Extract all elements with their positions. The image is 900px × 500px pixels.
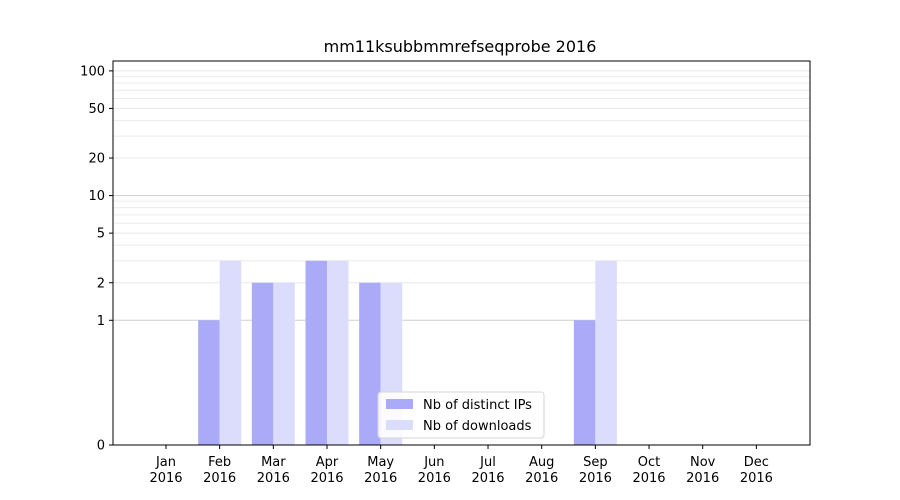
legend-label: Nb of downloads bbox=[423, 419, 532, 434]
x-tick-label: Apr 2016 bbox=[310, 455, 343, 486]
y-tick-label: 5 bbox=[97, 227, 105, 242]
legend-swatch bbox=[386, 420, 413, 430]
legend-box bbox=[377, 391, 545, 439]
legend-swatch bbox=[386, 399, 413, 409]
legend-label: Nb of distinct IPs bbox=[423, 398, 532, 413]
chart-title: mm11ksubbmmrefseqprobe 2016 bbox=[324, 37, 597, 56]
axes bbox=[112, 60, 811, 446]
bar-downloads bbox=[595, 260, 617, 445]
bar-distinct-ips bbox=[251, 282, 274, 445]
x-tick-label: Sep 2016 bbox=[579, 455, 612, 486]
x-tick-label: Oct 2016 bbox=[632, 455, 665, 486]
x-axis-ticks: Jan 2016 Feb 2016 Mar 2016 Apr 2016 May 2016 Jun 20… bbox=[149, 445, 773, 486]
x-tick-label: Jun 2016 bbox=[418, 455, 451, 486]
plot-frame bbox=[112, 60, 811, 446]
x-tick-label: May 2016 bbox=[364, 455, 397, 486]
legend: Nb of distinct IPs Nb of downloads bbox=[377, 391, 545, 439]
bar-distinct-ips bbox=[198, 320, 220, 445]
bars bbox=[198, 260, 617, 445]
x-tick-label: Nov 2016 bbox=[686, 455, 719, 486]
y-tick-label: 10 bbox=[88, 189, 105, 204]
y-axis-ticks: 0 1 2 5 10 20 50 100 bbox=[80, 64, 113, 454]
x-tick-label: Dec 2016 bbox=[740, 455, 773, 486]
x-tick-label: Mar 2016 bbox=[257, 455, 290, 486]
bar-distinct-ips bbox=[359, 282, 381, 445]
bar-distinct-ips bbox=[573, 320, 596, 445]
x-tick-label: Feb 2016 bbox=[203, 455, 236, 486]
x-tick-label: Aug 2016 bbox=[525, 455, 558, 486]
y-tick-label: 0 bbox=[97, 439, 105, 454]
x-tick-label: Jan 2016 bbox=[149, 455, 182, 486]
y-tick-label: 20 bbox=[88, 152, 105, 167]
y-tick-label: 100 bbox=[80, 64, 105, 79]
x-tick-label: Jul 2016 bbox=[471, 455, 504, 486]
bar-downloads bbox=[327, 260, 349, 445]
bar-downloads bbox=[219, 260, 242, 445]
bar-downloads bbox=[273, 282, 295, 445]
bar-distinct-ips bbox=[305, 260, 328, 445]
y-tick-label: 1 bbox=[97, 314, 105, 329]
y-tick-label: 50 bbox=[88, 102, 105, 117]
y-tick-label: 2 bbox=[97, 276, 105, 291]
